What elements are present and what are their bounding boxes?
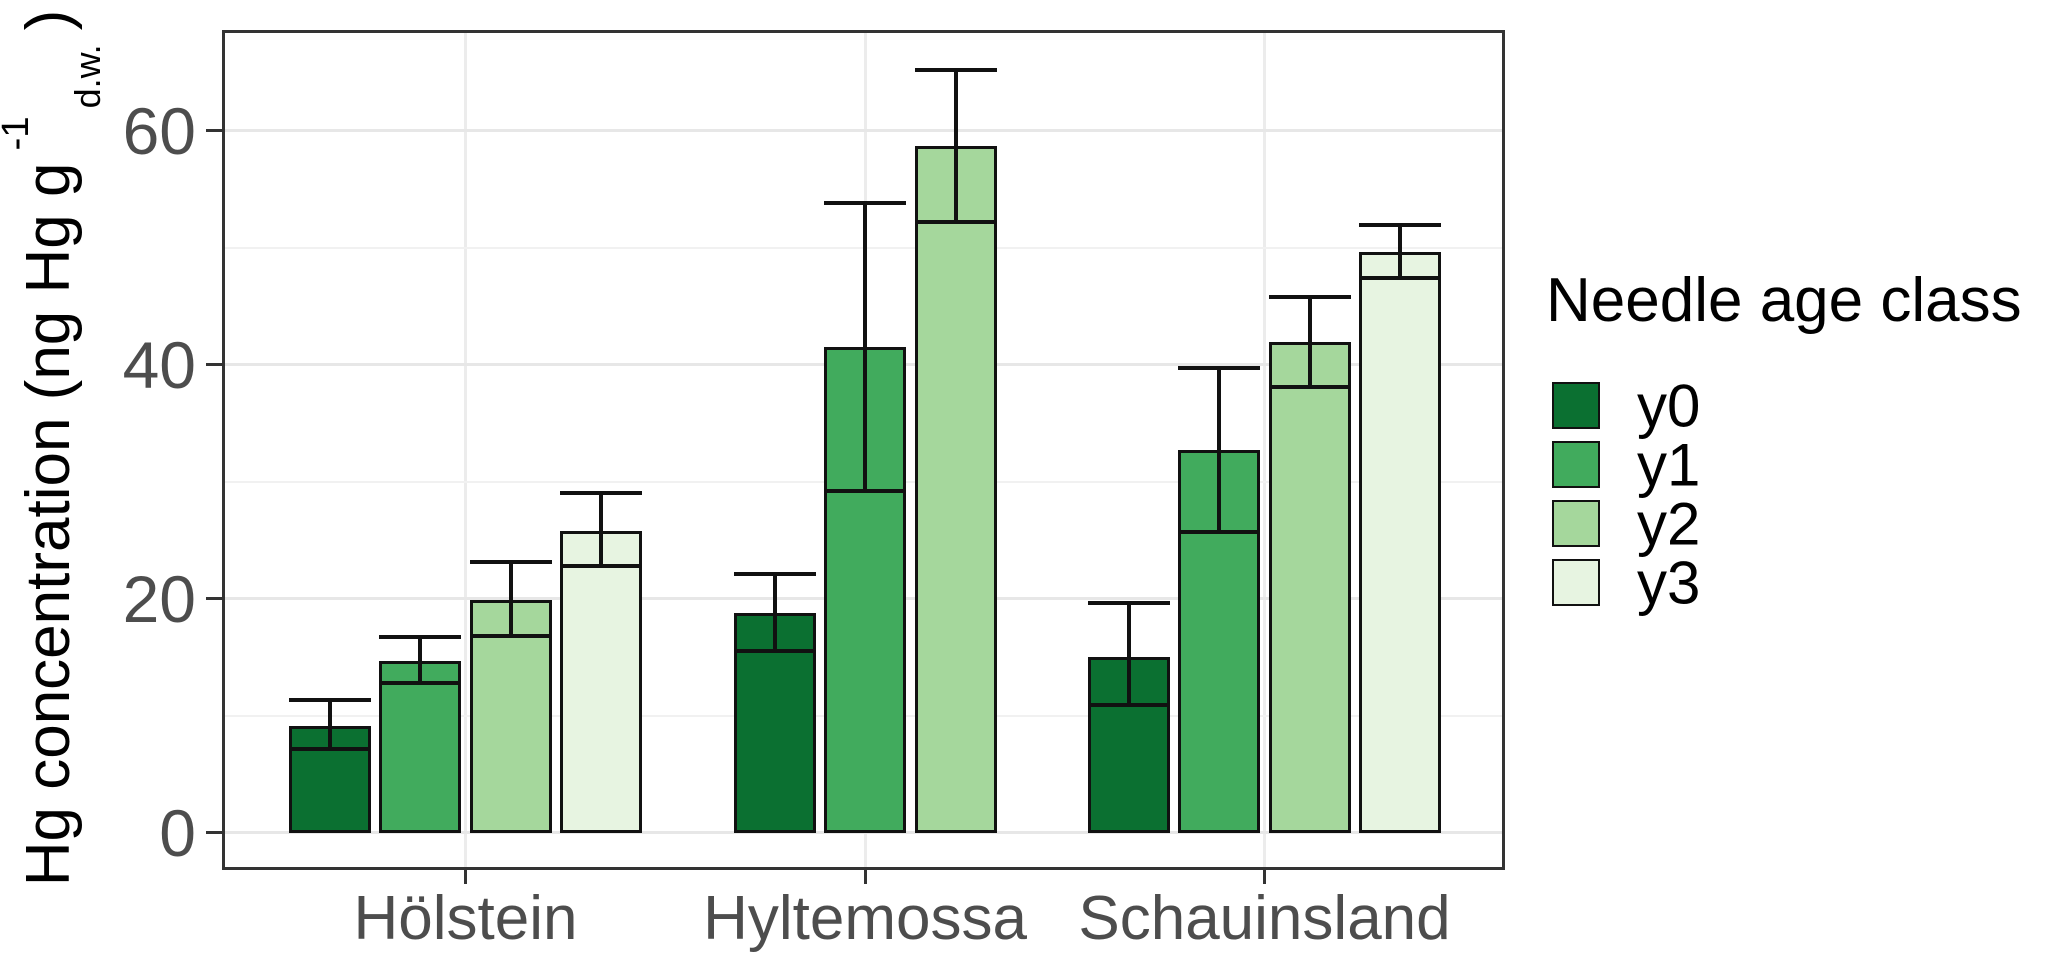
x-tick-label-Hyltemossa: Hyltemossa — [703, 884, 1027, 953]
errorbar-cap-top-Schauinsland-y2 — [1268, 294, 1351, 299]
legend-label-y0: y0 — [1637, 372, 1701, 439]
major-gridline-60 — [225, 129, 1502, 133]
y-tick-mark-0 — [206, 831, 222, 835]
x-tick-mark-Hölstein — [464, 870, 467, 884]
vertical-gridline-Schauinsland — [1263, 33, 1266, 867]
legend-label-y1: y1 — [1637, 431, 1701, 498]
errorbar-cap-top-Hyltemossa-y2 — [914, 67, 997, 72]
y-axis-title-main: Hg concentration (ng Hg g — [13, 162, 83, 887]
errorbar-stem-Schauinsland-y2 — [1307, 296, 1312, 387]
legend-item-y3: y3 — [1546, 549, 2066, 616]
bar-Schauinsland-y2 — [1268, 342, 1351, 833]
bar-Hölstein-y1 — [379, 660, 462, 833]
major-gridline-0 — [225, 831, 1502, 835]
errorbar-cap-bottom-Schauinsland-y3 — [1359, 276, 1442, 281]
errorbar-cap-top-Hölstein-y1 — [379, 635, 462, 640]
errorbar-cap-top-Hölstein-y0 — [288, 698, 371, 703]
y-tick-mark-20 — [206, 597, 222, 601]
errorbar-cap-top-Hyltemossa-y0 — [733, 572, 816, 576]
y-axis-title-close-paren: ) — [13, 9, 83, 31]
vertical-gridline-Hölstein — [464, 33, 467, 867]
errorbar-cap-bottom-Hyltemossa-y2 — [914, 219, 997, 224]
errorbar-cap-top-Schauinsland-y1 — [1178, 366, 1261, 371]
y-tick-label-60: 60 — [122, 93, 196, 168]
y-tick-mark-40 — [206, 363, 222, 367]
legend-label-y3: y3 — [1637, 549, 1701, 616]
legend-item-y1: y1 — [1546, 431, 2066, 498]
errorbar-stem-Hyltemossa-y1 — [863, 203, 867, 491]
errorbar-cap-bottom-Hyltemossa-y0 — [733, 649, 816, 654]
errorbar-stem-Hyltemossa-y0 — [772, 574, 777, 652]
x-tick-label-Hölstein: Hölstein — [353, 884, 578, 953]
legend-swatch-y3 — [1552, 559, 1600, 606]
errorbar-cap-bottom-Schauinsland-y2 — [1268, 384, 1351, 389]
y-tick-label-40: 40 — [122, 327, 196, 402]
legend-item-y0: y0 — [1546, 372, 2066, 439]
errorbar-cap-bottom-Hölstein-y3 — [560, 563, 643, 568]
errorbar-stem-Schauinsland-y3 — [1398, 225, 1403, 279]
bar-Hölstein-y3 — [560, 530, 643, 833]
legend-title: Needle age class — [1546, 266, 2022, 335]
legend-swatch-y2 — [1552, 500, 1600, 547]
errorbar-cap-bottom-Hölstein-y0 — [288, 747, 371, 752]
errorbar-stem-Schauinsland-y1 — [1217, 368, 1222, 532]
errorbar-cap-bottom-Hyltemossa-y1 — [824, 488, 906, 493]
errorbar-cap-bottom-Schauinsland-y0 — [1087, 703, 1170, 708]
x-tick-mark-Hyltemossa — [863, 870, 867, 884]
errorbar-stem-Schauinsland-y0 — [1126, 603, 1131, 706]
legend-item-y2: y2 — [1546, 490, 2066, 557]
legend-items: y0 y1 y2 y3 — [1546, 372, 2066, 616]
errorbar-cap-top-Hölstein-y2 — [469, 560, 552, 565]
errorbar-cap-bottom-Schauinsland-y1 — [1178, 529, 1261, 534]
errorbar-stem-Hölstein-y0 — [327, 700, 332, 750]
bar-Hyltemossa-y2 — [914, 145, 997, 833]
bar-Hölstein-y2 — [469, 599, 552, 833]
errorbar-stem-Hyltemossa-y2 — [953, 69, 958, 222]
bar-Schauinsland-y3 — [1359, 252, 1442, 833]
legend-swatch-y1 — [1552, 441, 1600, 488]
legend-label-y2: y2 — [1637, 490, 1701, 557]
errorbar-stem-Hölstein-y1 — [418, 637, 423, 683]
errorbar-cap-top-Hölstein-y3 — [560, 491, 643, 496]
errorbar-cap-bottom-Hölstein-y1 — [379, 680, 462, 685]
y-tick-label-20: 20 — [122, 561, 196, 636]
errorbar-cap-top-Schauinsland-y0 — [1087, 601, 1170, 606]
errorbar-cap-bottom-Hölstein-y2 — [469, 634, 552, 639]
y-tick-mark-60 — [206, 129, 222, 133]
legend: Needle age class y0 y1 y2 y3 — [1546, 266, 2066, 616]
errorbar-stem-Hölstein-y2 — [508, 562, 513, 636]
legend-swatch-y0 — [1552, 382, 1600, 429]
errorbar-cap-top-Schauinsland-y3 — [1359, 223, 1442, 228]
y-tick-label-0: 0 — [159, 795, 196, 870]
x-tick-mark-Schauinsland — [1263, 870, 1266, 884]
errorbar-cap-top-Hyltemossa-y1 — [824, 201, 906, 206]
errorbar-stem-Hölstein-y3 — [599, 493, 604, 566]
x-tick-label-Schauinsland: Schauinsland — [1078, 884, 1451, 953]
